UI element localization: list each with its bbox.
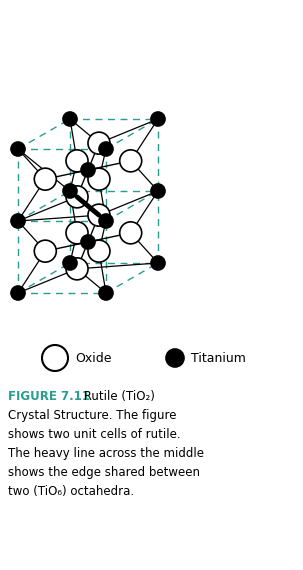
Circle shape: [88, 240, 110, 262]
Circle shape: [11, 214, 25, 228]
Text: Titanium: Titanium: [191, 352, 246, 364]
Text: Crystal Structure. The figure: Crystal Structure. The figure: [8, 409, 177, 422]
Circle shape: [151, 256, 165, 270]
Circle shape: [42, 345, 68, 371]
Circle shape: [99, 286, 113, 300]
Circle shape: [81, 235, 95, 249]
Text: The heavy line across the middle: The heavy line across the middle: [8, 447, 204, 460]
Circle shape: [66, 222, 88, 244]
Text: FIGURE 7.11: FIGURE 7.11: [8, 390, 90, 403]
Circle shape: [151, 112, 165, 126]
Circle shape: [63, 256, 77, 270]
Circle shape: [81, 163, 95, 177]
Circle shape: [151, 184, 165, 198]
Circle shape: [66, 186, 88, 208]
Circle shape: [34, 168, 56, 190]
Circle shape: [63, 184, 77, 198]
Text: two (TiO₆) octahedra.: two (TiO₆) octahedra.: [8, 485, 134, 498]
Circle shape: [88, 132, 110, 154]
Text: Rutile (TiO₂): Rutile (TiO₂): [80, 390, 155, 403]
Circle shape: [34, 240, 56, 262]
Text: Oxide: Oxide: [75, 352, 112, 364]
Circle shape: [11, 142, 25, 156]
Circle shape: [66, 150, 88, 172]
Text: shows the edge shared between: shows the edge shared between: [8, 466, 200, 479]
Circle shape: [99, 214, 113, 228]
Circle shape: [66, 258, 88, 280]
Circle shape: [11, 286, 25, 300]
Text: shows two unit cells of rutile.: shows two unit cells of rutile.: [8, 428, 181, 441]
Circle shape: [120, 222, 142, 244]
Circle shape: [99, 142, 113, 156]
Circle shape: [120, 150, 142, 172]
Circle shape: [63, 112, 77, 126]
Circle shape: [88, 204, 110, 226]
Circle shape: [88, 168, 110, 190]
Circle shape: [166, 349, 184, 367]
